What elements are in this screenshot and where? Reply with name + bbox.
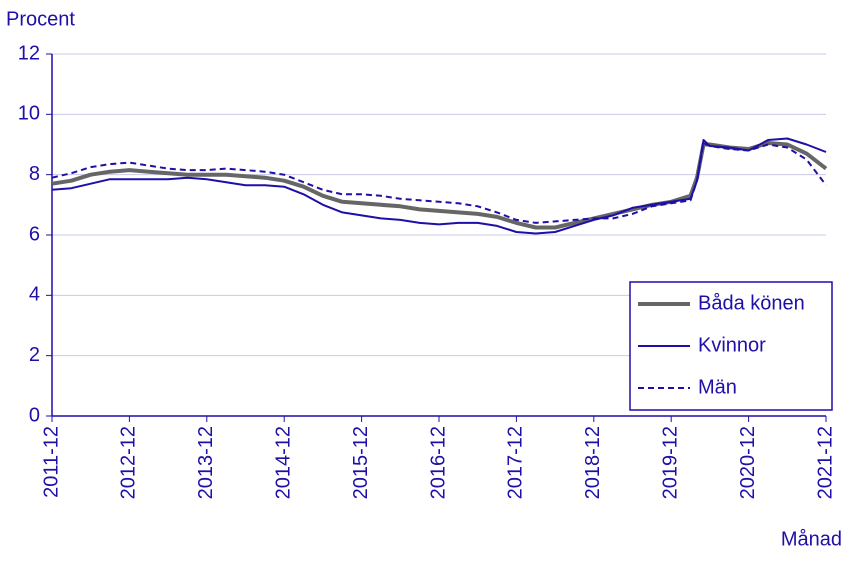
legend-label: Kvinnor: [698, 334, 766, 356]
series-line: [51, 137, 827, 235]
x-tick-label: 2013-12: [195, 426, 217, 499]
legend-label: Båda könen: [698, 292, 805, 314]
x-tick-label: 2020-12: [737, 426, 759, 499]
x-tick-label: 2015-12: [350, 426, 372, 499]
y-tick-label: 6: [29, 223, 40, 245]
y-tick-label: 2: [29, 344, 40, 366]
y-axis-label: Procent: [6, 8, 75, 30]
x-tick-label: 2017-12: [505, 426, 527, 499]
x-tick-label: 2016-12: [427, 426, 449, 499]
x-tick-label: 2014-12: [272, 426, 294, 499]
x-tick-label: 2012-12: [118, 426, 140, 499]
y-tick-label: 4: [29, 284, 40, 306]
legend-label: Män: [698, 376, 737, 398]
series-line: [51, 141, 828, 230]
y-tick-label: 8: [29, 163, 40, 185]
y-tick-label: 0: [29, 404, 40, 426]
x-axis-label: Månad: [781, 528, 842, 550]
y-tick-label: 10: [18, 103, 40, 125]
series-line: [51, 142, 827, 224]
x-tick-label: 2021-12: [814, 426, 836, 499]
x-tick-label: 2019-12: [659, 426, 681, 499]
y-tick-label: 12: [18, 42, 40, 64]
x-tick-label: 2011-12: [40, 426, 62, 498]
x-tick-label: 2018-12: [582, 426, 604, 499]
